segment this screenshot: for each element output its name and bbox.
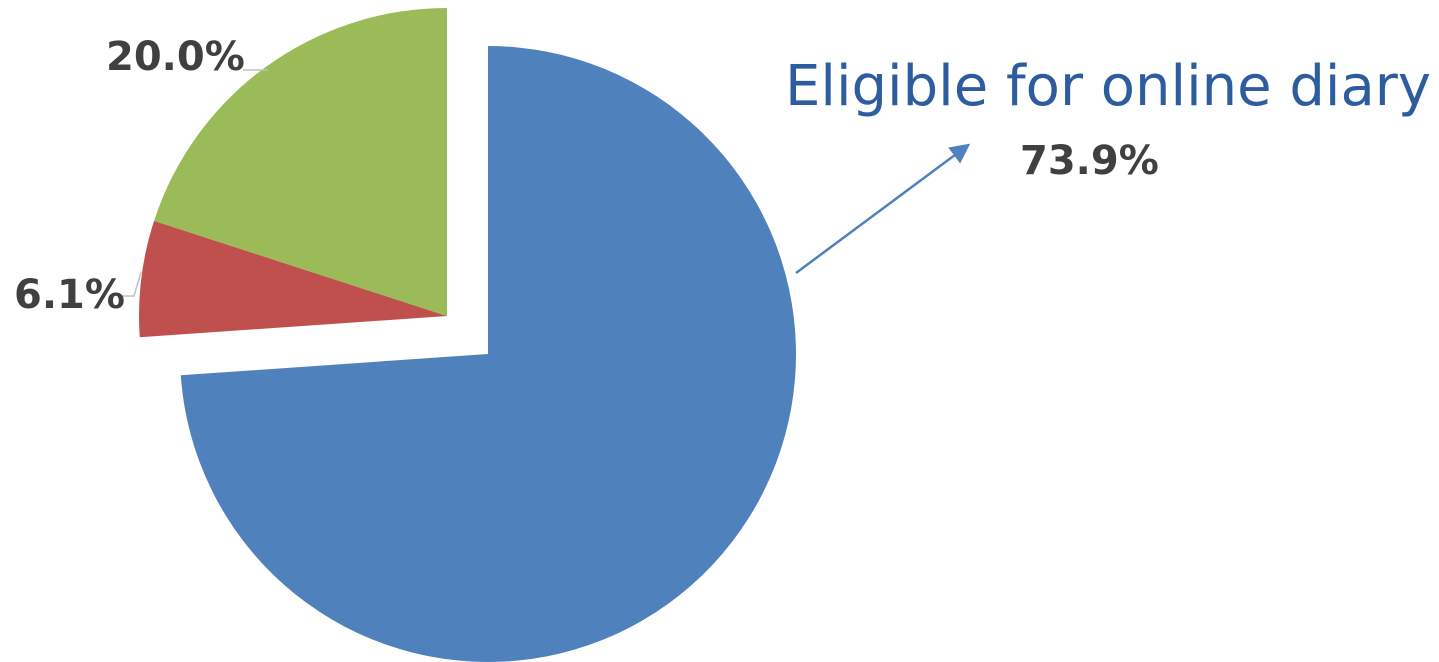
pie-slice-red [139, 220, 447, 338]
pie-slice-green [154, 8, 447, 316]
data-label-green: 20.0% [106, 34, 245, 80]
data-label-red: 6.1% [14, 272, 125, 318]
leader-line-red [120, 271, 142, 297]
annotation-arrow [795, 143, 971, 275]
data-label-eligible: 73.9% [1020, 138, 1159, 184]
pie-slice-eligible [180, 46, 796, 662]
annotation-title: Eligible for online diary [785, 54, 1431, 119]
